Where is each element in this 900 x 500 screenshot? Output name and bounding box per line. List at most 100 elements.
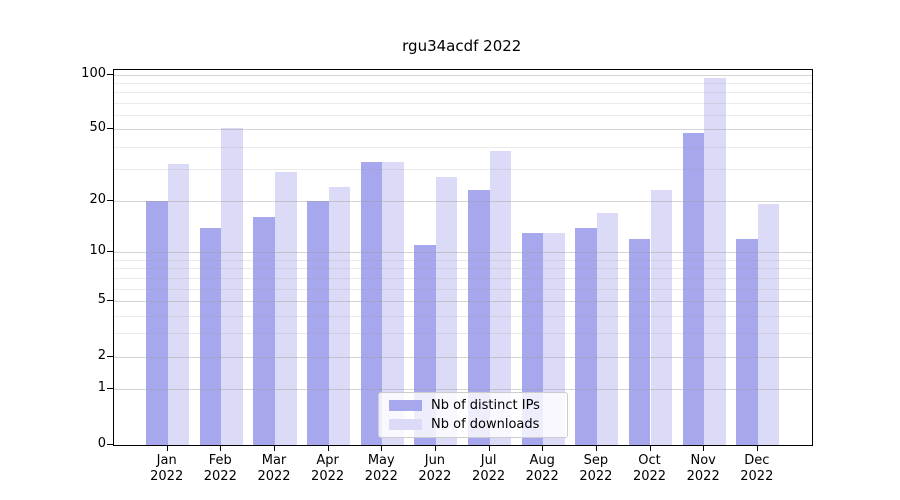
x-tick-month: Dec (744, 452, 770, 468)
x-axis-tick-label: Nov 2022 (673, 453, 733, 485)
x-tick-year: 2022 (203, 468, 237, 484)
x-axis-tick-label: May 2022 (351, 453, 411, 485)
x-tick-year: 2022 (632, 468, 667, 484)
x-tick-year: 2022 (740, 468, 774, 484)
y-tick-mark (107, 199, 113, 201)
bar-mar-distinct-ips (253, 217, 275, 445)
x-tick-month: Jan (156, 452, 177, 468)
x-axis-tick-label: Sep 2022 (566, 453, 626, 485)
major-gridline (114, 74, 812, 76)
x-tick-mark (488, 444, 490, 451)
legend-item: Nb of downloads (389, 417, 557, 433)
legend-label: Nb of downloads (431, 416, 540, 432)
x-tick-month: Sep (583, 452, 609, 468)
y-axis-tick-label: 5 (97, 291, 106, 307)
x-tick-year: 2022 (257, 468, 291, 484)
y-tick-mark (107, 299, 113, 301)
x-tick-month: Jun (424, 452, 446, 468)
x-tick-year: 2022 (364, 468, 398, 484)
x-axis-tick-label: Aug 2022 (512, 453, 572, 485)
x-tick-year: 2022 (311, 468, 345, 484)
x-tick-month: Apr (316, 452, 339, 468)
x-axis-tick-label: Jan 2022 (137, 453, 197, 485)
x-tick-mark (703, 444, 705, 451)
y-axis-tick-label: 100 (81, 65, 106, 81)
bar-nov-downloads (704, 77, 726, 445)
x-tick-mark (274, 444, 275, 451)
x-tick-mark (327, 444, 329, 451)
y-axis-tick-label: 1 (97, 379, 106, 395)
x-tick-mark (542, 444, 544, 451)
x-tick-mark (220, 444, 222, 451)
bar-jul-distinct-ips (468, 189, 490, 445)
major-gridline (114, 300, 812, 302)
legend-color-swatch (389, 400, 422, 412)
minor-gridline (114, 268, 812, 270)
bar-may-distinct-ips (360, 161, 383, 445)
x-tick-month: Jul (480, 452, 497, 468)
x-axis-tick-label: Dec 2022 (727, 453, 787, 485)
x-tick-month: Oct (638, 452, 661, 468)
legend-color-swatch (389, 418, 422, 430)
bar-sep-distinct-ips (575, 227, 597, 445)
x-tick-year: 2022 (150, 468, 184, 484)
major-gridline (114, 252, 812, 254)
x-tick-mark (434, 444, 436, 451)
y-tick-mark (107, 251, 113, 253)
minor-gridline (114, 92, 812, 94)
bar-feb-downloads (221, 127, 243, 445)
x-axis-tick-label: Feb 2022 (190, 453, 250, 485)
x-tick-month: Feb (208, 452, 232, 468)
y-axis-tick-label: 0 (97, 435, 106, 451)
x-tick-year: 2022 (418, 468, 452, 484)
bar-may-downloads (382, 161, 404, 445)
bar-dec-downloads (757, 204, 780, 445)
major-gridline (114, 388, 812, 390)
y-axis-tick-label: 2 (97, 347, 106, 363)
y-axis-tick-label: 20 (89, 191, 106, 207)
x-tick-year: 2022 (686, 468, 720, 484)
bar-jul-downloads (489, 150, 512, 445)
bar-dec-distinct-ips (736, 238, 758, 445)
bar-jan-downloads (167, 164, 190, 445)
chart-title: rgu34acdf 2022 (402, 37, 522, 55)
bar-aug-distinct-ips (521, 233, 544, 445)
major-gridline (114, 200, 812, 202)
y-axis-tick-label: 10 (89, 243, 106, 259)
bar-feb-distinct-ips (199, 227, 222, 445)
bar-sep-downloads (596, 212, 619, 445)
bar-apr-downloads (328, 186, 351, 445)
minor-gridline (114, 169, 812, 171)
x-tick-month: Nov (690, 452, 716, 468)
x-tick-mark (381, 444, 383, 451)
y-tick-mark (107, 73, 113, 75)
major-gridline (114, 129, 812, 131)
bar-mar-downloads (275, 171, 297, 445)
x-tick-month: May (367, 452, 395, 468)
x-tick-year: 2022 (472, 468, 506, 484)
minor-gridline (114, 277, 812, 279)
x-tick-mark (649, 444, 651, 451)
y-tick-mark (107, 355, 113, 357)
legend-label: Nb of distinct IPs (431, 398, 540, 414)
x-tick-mark (756, 444, 758, 451)
x-axis-tick-label: Jun 2022 (405, 453, 465, 485)
x-axis-tick-label: Oct 2022 (620, 453, 680, 485)
x-tick-year: 2022 (579, 468, 613, 484)
minor-gridline (114, 288, 812, 290)
minor-gridline (114, 260, 812, 261)
bar-apr-distinct-ips (307, 200, 329, 445)
legend: Nb of distinct IPs Nb of downloads (378, 392, 568, 438)
minor-gridline (114, 315, 812, 317)
minor-gridline (114, 102, 812, 104)
x-tick-mark (595, 444, 597, 451)
minor-gridline (114, 83, 812, 84)
x-axis-tick-label: Jul 2022 (459, 453, 519, 485)
legend-item: Nb of distinct IPs (389, 398, 557, 414)
y-axis-tick-label: 50 (89, 120, 106, 136)
x-tick-mark (166, 444, 168, 451)
y-tick-mark (107, 387, 113, 389)
x-tick-month: Mar (261, 452, 287, 468)
x-axis-tick-label: Apr 2022 (298, 453, 358, 485)
